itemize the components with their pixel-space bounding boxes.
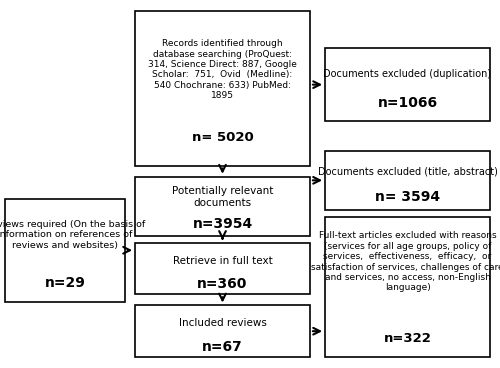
Text: n=67: n=67 <box>202 340 243 354</box>
Bar <box>135 243 310 294</box>
Bar <box>135 177 310 236</box>
Text: n= 3594: n= 3594 <box>375 190 440 204</box>
Text: n=3954: n=3954 <box>192 217 252 231</box>
Text: Reviews required (On the basis of
information on references of
reviews and websi: Reviews required (On the basis of inform… <box>0 220 145 250</box>
Bar <box>135 305 310 357</box>
Text: n=1066: n=1066 <box>378 96 438 110</box>
Text: Records identified through
database searching (ProQuest:
314, Science Direct: 88: Records identified through database sear… <box>148 39 297 100</box>
Text: Documents excluded (duplication): Documents excluded (duplication) <box>324 68 492 79</box>
Text: Retrieve in full text: Retrieve in full text <box>172 256 272 266</box>
Text: n= 5020: n= 5020 <box>192 131 254 144</box>
Text: Full-text articles excluded with reasons
(services for all age groups, policy of: Full-text articles excluded with reasons… <box>311 231 500 292</box>
Bar <box>325 151 490 210</box>
Text: n=360: n=360 <box>198 277 248 291</box>
Text: Documents excluded (title, abstract): Documents excluded (title, abstract) <box>318 166 498 177</box>
Bar <box>325 217 490 357</box>
Text: Included reviews: Included reviews <box>178 318 266 329</box>
Text: Potentially relevant
documents: Potentially relevant documents <box>172 187 273 208</box>
Bar <box>5 199 125 302</box>
Bar <box>135 11 310 166</box>
Text: n=29: n=29 <box>44 276 86 290</box>
Bar <box>325 48 490 121</box>
Text: n=322: n=322 <box>384 332 432 345</box>
